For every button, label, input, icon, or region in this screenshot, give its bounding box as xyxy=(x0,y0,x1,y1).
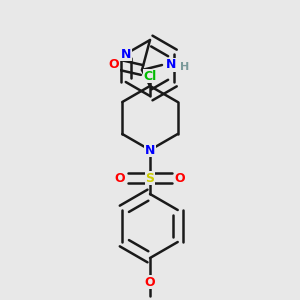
Text: H: H xyxy=(180,62,189,72)
Text: O: O xyxy=(175,172,185,184)
Text: O: O xyxy=(145,275,155,289)
Text: N: N xyxy=(145,143,155,157)
Text: Cl: Cl xyxy=(143,70,157,83)
Text: N: N xyxy=(121,47,131,61)
Text: N: N xyxy=(166,58,176,71)
Text: S: S xyxy=(146,172,154,184)
Text: O: O xyxy=(115,172,125,184)
Text: O: O xyxy=(109,58,119,71)
